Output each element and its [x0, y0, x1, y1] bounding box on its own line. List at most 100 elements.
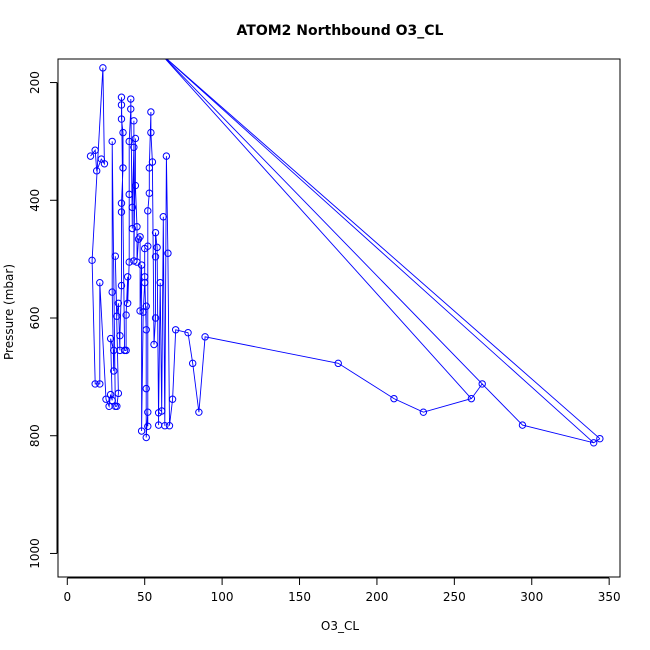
data-point [201, 333, 209, 341]
data-point [91, 146, 99, 154]
data-point [125, 137, 133, 146]
data-point [119, 164, 127, 172]
data-point [113, 402, 121, 410]
y-tick-label: 800 [28, 424, 42, 447]
data-point [122, 311, 130, 319]
data-point [142, 384, 150, 393]
data-point [119, 128, 127, 137]
data-point [108, 396, 116, 405]
data-point [153, 243, 161, 252]
data-point [117, 208, 126, 216]
data-point [139, 308, 147, 316]
series-segment [166, 59, 601, 440]
data-point [127, 95, 135, 103]
y-tick-label: 600 [28, 307, 42, 330]
x-tick-label: 50 [137, 590, 152, 604]
y-tick-label: 400 [28, 189, 42, 212]
data-point [151, 228, 160, 237]
data-point [596, 434, 604, 443]
data-point [168, 395, 177, 403]
plot-area [86, 59, 604, 447]
data-point [99, 64, 107, 72]
data-point [117, 281, 126, 290]
data-point [125, 190, 133, 199]
data-point [108, 137, 116, 146]
data-point [145, 189, 154, 197]
data-point [133, 223, 141, 231]
data-point [140, 278, 149, 287]
data-point [117, 115, 126, 123]
series-segment [166, 59, 594, 444]
data-point [131, 134, 140, 143]
data-point [130, 143, 138, 151]
y-tick-label: 1000 [28, 538, 42, 569]
series-segment [164, 59, 472, 399]
data-point [142, 326, 150, 334]
data-point [111, 252, 119, 260]
data-point [589, 439, 598, 447]
data-point [136, 233, 144, 241]
x-tick-label: 250 [443, 590, 466, 604]
data-point [165, 422, 174, 430]
y-axis-label: Pressure (mbar) [2, 264, 16, 360]
data-point [106, 334, 115, 343]
data-point [147, 108, 155, 116]
data-point [144, 242, 152, 250]
data-point [151, 314, 160, 322]
data-point [96, 278, 104, 287]
data-point [478, 380, 486, 388]
data-point [127, 105, 135, 113]
data-point [125, 258, 133, 266]
y-tick-label: 200 [28, 71, 42, 94]
data-point [114, 389, 123, 398]
data-point [140, 273, 149, 281]
data-point [142, 433, 150, 442]
data-point [117, 93, 126, 101]
data-point [123, 273, 132, 281]
data-point [86, 152, 95, 160]
data-point [142, 302, 150, 310]
x-tick-label: 0 [63, 590, 71, 604]
data-point [117, 199, 126, 207]
data-point [114, 299, 123, 307]
data-point [137, 427, 146, 435]
data-point [467, 394, 476, 403]
data-point [184, 329, 192, 337]
data-point [156, 278, 164, 287]
data-point [419, 408, 428, 416]
data-point [130, 117, 138, 125]
data-point [91, 380, 99, 388]
data-point [116, 331, 124, 340]
data-point [93, 167, 101, 175]
data-point [195, 408, 203, 416]
data-point [188, 359, 197, 368]
data-point [96, 380, 104, 388]
data-point [390, 394, 398, 403]
data-point [147, 128, 155, 137]
data-point [150, 340, 158, 349]
data-point [128, 203, 137, 212]
x-tick-label: 100 [211, 590, 234, 604]
x-tick-label: 200 [365, 590, 388, 604]
data-point [144, 207, 152, 215]
x-axis: 0 50 100 150 200 250 300 350 [63, 577, 621, 604]
data-point [334, 359, 342, 368]
chart-title: ATOM2 Northbound O3_CL [237, 23, 444, 39]
data-point [144, 408, 152, 416]
data-point [164, 249, 172, 257]
data-point [158, 407, 166, 415]
data-point [137, 261, 146, 269]
data-point [161, 422, 169, 430]
series-line [90, 67, 601, 444]
data-point [110, 367, 118, 375]
data-point [113, 312, 121, 320]
data-point [151, 253, 160, 261]
data-point [108, 288, 116, 296]
x-tick-label: 150 [288, 590, 311, 604]
data-point [131, 181, 140, 190]
plot-frame [57, 58, 621, 578]
x-tick-label: 350 [598, 590, 621, 604]
data-point [122, 346, 130, 355]
data-point [123, 299, 132, 307]
